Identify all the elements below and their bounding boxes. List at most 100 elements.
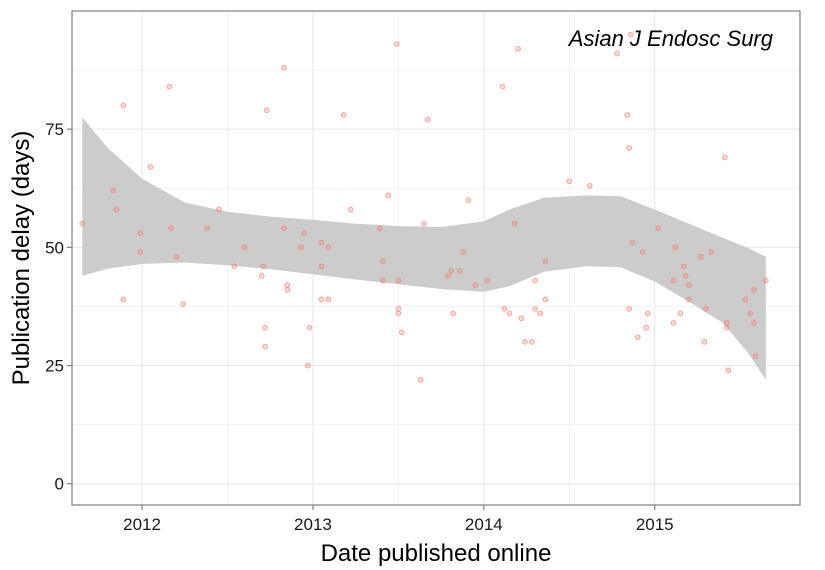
data-point	[670, 320, 677, 326]
data-point	[304, 362, 311, 369]
data-point	[742, 296, 749, 303]
data-point	[723, 320, 730, 326]
data-point	[499, 83, 506, 90]
data-point	[260, 263, 267, 270]
data-point	[614, 50, 620, 57]
data-point	[448, 268, 455, 274]
y-axis-ticks: 0 25 50 75	[45, 120, 72, 494]
data-point	[281, 225, 287, 232]
data-point	[306, 324, 313, 331]
data-point	[586, 183, 593, 189]
data-point	[137, 230, 144, 237]
data-point	[639, 249, 646, 255]
data-point	[445, 272, 451, 279]
data-point	[120, 102, 127, 109]
data-point	[325, 244, 332, 251]
data-point	[698, 253, 704, 260]
data-point	[263, 107, 270, 114]
data-point	[518, 315, 525, 322]
data-point	[380, 277, 386, 284]
y-tick-label: 0	[55, 475, 64, 494]
data-point	[723, 324, 730, 331]
data-point	[752, 353, 759, 359]
data-point	[762, 277, 769, 284]
data-point	[398, 329, 405, 336]
y-tick-label: 50	[45, 238, 64, 257]
data-point	[376, 225, 383, 232]
data-point	[284, 282, 291, 289]
data-point	[180, 301, 186, 307]
data-point	[318, 296, 325, 303]
data-point	[395, 277, 402, 284]
data-point	[537, 310, 544, 317]
data-point	[522, 339, 528, 345]
data-point	[457, 268, 463, 274]
data-point	[708, 249, 714, 255]
smooth-confidence-band	[82, 117, 766, 380]
plot-border	[71, 10, 801, 506]
x-tick-label: 2012	[123, 515, 161, 534]
data-point	[751, 287, 757, 293]
data-point	[281, 64, 287, 71]
data-point	[417, 376, 424, 383]
data-point	[204, 225, 210, 232]
y-axis-title: Publication delay (days)	[8, 131, 35, 386]
data-point	[682, 272, 689, 279]
data-point	[110, 187, 116, 194]
data-point	[421, 220, 427, 227]
x-tick-label: 2013	[294, 515, 332, 534]
data-point	[670, 277, 677, 284]
data-point	[626, 305, 632, 312]
data-point	[643, 324, 650, 331]
data-point	[168, 225, 174, 232]
data-point	[173, 253, 180, 260]
data-point	[258, 272, 265, 279]
x-axis-title: Date published online	[321, 540, 552, 567]
data-point	[677, 310, 684, 317]
data-point	[113, 206, 120, 213]
x-tick-label: 2015	[636, 515, 674, 534]
data-point	[629, 239, 636, 246]
data-point	[645, 310, 651, 317]
data-point	[424, 116, 431, 123]
data-point	[725, 367, 732, 374]
data-point	[721, 154, 728, 161]
data-point	[298, 244, 304, 251]
data-point	[318, 239, 325, 246]
data-point	[542, 258, 549, 265]
data-point	[395, 305, 402, 312]
data-point	[147, 164, 154, 170]
data-point	[318, 263, 325, 270]
data-point	[301, 230, 308, 237]
data-point	[672, 244, 679, 251]
data-point	[166, 83, 173, 90]
data-point	[380, 258, 386, 265]
data-point	[701, 339, 708, 345]
data-point	[465, 197, 472, 203]
data-point	[686, 296, 692, 303]
data-point	[627, 31, 634, 38]
data-point	[325, 296, 332, 303]
x-axis-ticks: 2012 2013 2014 2015	[123, 505, 674, 534]
data-point	[511, 220, 518, 227]
data-point	[515, 45, 521, 52]
y-tick-label: 75	[45, 120, 64, 139]
data-point	[385, 192, 392, 199]
data-point	[624, 112, 631, 118]
data-point	[262, 324, 268, 331]
data-point	[532, 305, 538, 312]
data-points	[79, 31, 769, 383]
data-point	[120, 296, 127, 303]
data-point	[626, 145, 632, 151]
data-point	[450, 310, 456, 317]
panel-label: Asian J Endosc Surg	[567, 26, 774, 51]
data-point	[634, 334, 641, 341]
data-point	[686, 282, 692, 289]
data-point	[460, 249, 467, 255]
data-point	[347, 206, 354, 213]
data-point	[542, 296, 549, 303]
data-point	[751, 320, 757, 326]
data-point	[262, 343, 268, 350]
data-point	[484, 277, 491, 284]
